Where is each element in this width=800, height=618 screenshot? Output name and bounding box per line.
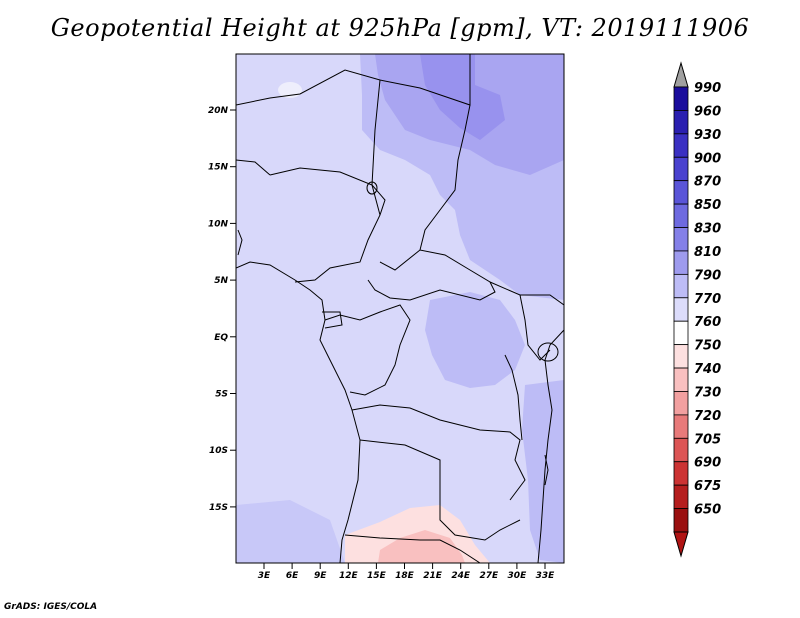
colorbar-segment xyxy=(673,484,689,509)
colorbar-level-label: 900 xyxy=(694,151,721,166)
lat-tick-label: 10N xyxy=(208,219,229,229)
colorbar-level-label: 750 xyxy=(694,339,721,354)
colorbar-segment xyxy=(673,227,689,252)
colorbar-level-label: 720 xyxy=(694,409,721,424)
border-chad-sudan xyxy=(419,104,471,251)
map-panel xyxy=(236,54,564,563)
lon-tick-label: 3E xyxy=(258,571,271,581)
colorbar-level-label: 850 xyxy=(694,198,721,213)
lat-tick-label: EQ xyxy=(214,333,228,343)
colorbar-level-label: 690 xyxy=(694,456,721,471)
colorbar-segment xyxy=(673,156,689,182)
colorbar-segment xyxy=(673,133,689,158)
lon-tick-label: 6E xyxy=(286,571,299,581)
colorbar-level-label: 930 xyxy=(694,128,721,143)
field-medium-congo xyxy=(425,292,525,388)
border-nigeria xyxy=(269,167,381,283)
colorbar-segment xyxy=(673,250,689,275)
colorbar-segment xyxy=(673,461,689,486)
lake-volta xyxy=(237,229,243,256)
lon-tick-label: 18E xyxy=(395,571,415,581)
lon-tick-label: 27E xyxy=(479,571,499,581)
colorbar-segment xyxy=(673,414,689,439)
colorbar-segment xyxy=(673,344,689,369)
border-gabon-eq xyxy=(322,311,343,329)
field-medium-east xyxy=(522,380,564,563)
longitude-axis: 3E 6E 9E 12E 15E 18E 21E 24E 27E 30E 33E xyxy=(258,563,555,581)
colorbar-segment xyxy=(673,391,689,416)
lake-chad xyxy=(366,181,378,195)
colorbar-level-label: 770 xyxy=(694,292,721,307)
border-drc-south xyxy=(351,404,526,501)
border-south-sudan xyxy=(489,281,564,306)
lon-tick-label: 33E xyxy=(536,571,556,581)
colorbar-level-label: 675 xyxy=(694,479,721,494)
lat-tick-label: 20N xyxy=(208,106,229,116)
colorbar-bottom-arrow xyxy=(673,531,689,558)
coastline-west xyxy=(236,261,361,563)
border-lake-tanganyika xyxy=(504,354,523,441)
lat-tick-label: 15N xyxy=(208,163,229,173)
border-angola-zambia xyxy=(359,439,521,541)
colorbar-level-label: 790 xyxy=(694,268,721,283)
colorbar-segment xyxy=(673,437,689,463)
colorbar-level-label: 740 xyxy=(694,362,721,377)
colorbar-segment xyxy=(673,297,689,322)
lon-tick-label: 24E xyxy=(451,571,471,581)
colorbar-level-label: 870 xyxy=(694,175,721,190)
border-north-africa xyxy=(236,159,271,176)
colorbar-level-label: 760 xyxy=(694,315,721,330)
colorbar: 990 960 930 900 870 850 830 810 790 770 760 750 740 7… xyxy=(673,61,721,558)
border-car xyxy=(367,249,496,301)
lon-tick-label: 9E xyxy=(314,571,327,581)
lakes xyxy=(237,181,559,486)
lat-tick-label: 10S xyxy=(209,446,228,456)
colorbar-segment xyxy=(673,203,689,228)
colorbar-segment xyxy=(673,367,689,392)
lon-tick-label: 21E xyxy=(423,571,443,581)
field-medium-southwest xyxy=(236,500,345,563)
map-frame xyxy=(235,53,565,564)
border-mali-niger xyxy=(236,54,471,106)
colorbar-level-label: 830 xyxy=(694,222,721,237)
field-darker-sudan xyxy=(420,54,505,140)
colorbar-segment xyxy=(673,508,689,533)
lake-malawi xyxy=(544,454,549,486)
colorbar-segment xyxy=(673,273,689,299)
colorbar-segment xyxy=(673,110,689,135)
lake-victoria xyxy=(537,342,559,362)
colorbar-level-label: 705 xyxy=(694,432,721,447)
lat-tick-label: 15S xyxy=(209,503,228,513)
colorbar-segment xyxy=(673,180,689,205)
lat-tick-label: 5N xyxy=(214,276,228,286)
grads-credit: GrADS: IGES/COLA xyxy=(4,602,98,612)
lon-tick-label: 30E xyxy=(508,571,528,581)
field-pinkdark-south xyxy=(378,530,465,563)
colorbar-level-label: 960 xyxy=(694,104,721,119)
lat-tick-label: 5S xyxy=(215,390,228,400)
colorbar-top-arrow xyxy=(673,61,689,88)
colorbar-level-label: 730 xyxy=(694,385,721,400)
field-white-patch xyxy=(278,82,302,98)
colorbar-level-label: 810 xyxy=(694,245,721,260)
latitude-axis: 20N 15N 10N 5N EQ 5S 10S 15S xyxy=(208,106,236,513)
border-east-africa xyxy=(519,294,551,361)
border-namibia xyxy=(344,534,481,563)
colorbar-segment xyxy=(673,320,689,346)
border-congo xyxy=(324,304,411,396)
colorbar-level-label: 650 xyxy=(694,503,721,518)
colorbar-level-label: 990 xyxy=(694,81,721,96)
chart-title: Geopotential Height at 925hPa [gpm], VT:… xyxy=(50,14,750,42)
lon-tick-label: 12E xyxy=(339,571,359,581)
colorbar-segment xyxy=(673,86,689,111)
country-borders xyxy=(236,54,564,563)
lon-tick-label: 15E xyxy=(367,571,387,581)
